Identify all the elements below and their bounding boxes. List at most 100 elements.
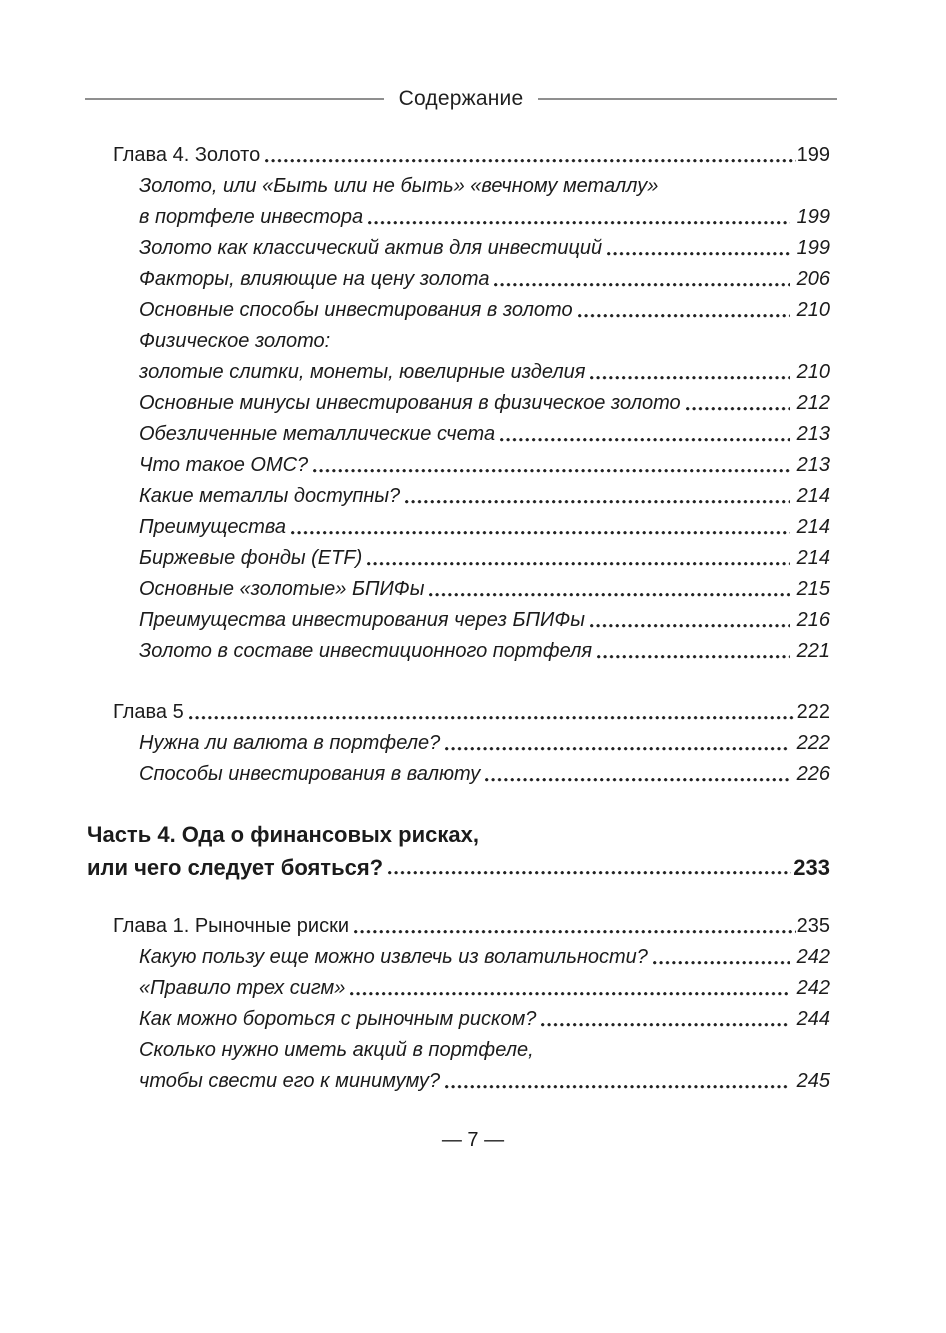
toc-entry-page: 214 bbox=[796, 485, 830, 507]
dot-leader bbox=[536, 1004, 790, 1035]
toc-entry: Основные «золотые» БПИФы 215 bbox=[87, 574, 830, 605]
dot-leader bbox=[308, 450, 791, 481]
toc-entry-page: 213 bbox=[796, 454, 830, 476]
dot-leader bbox=[349, 911, 796, 942]
toc-entry-title: Преимущества bbox=[139, 516, 287, 538]
toc-entry-title: Глава 1. Рыночные риски bbox=[113, 915, 349, 937]
toc-entry: Сколько нужно иметь акций в портфеле, bbox=[87, 1035, 830, 1066]
toc-entry-page: 242 bbox=[796, 977, 830, 999]
dot-leader bbox=[345, 973, 790, 1004]
toc-entry-page: 222 bbox=[796, 732, 830, 754]
toc-entry-page: 226 bbox=[796, 763, 830, 785]
dot-leader bbox=[681, 388, 791, 419]
toc-entry: Физическое золото: bbox=[87, 326, 830, 357]
toc-entry: Основные способы инвестирования в золото… bbox=[87, 295, 830, 326]
dot-leader bbox=[489, 264, 790, 295]
toc-entry-title: Физическое золото: bbox=[139, 330, 331, 352]
toc-entry: Золото как классический актив для инвест… bbox=[87, 233, 830, 264]
toc-entry-title: чтобы свести его к минимуму? bbox=[139, 1070, 441, 1092]
toc-entry: Глава 4. Золото 199 bbox=[87, 140, 830, 171]
toc-entry: Глава 1. Рыночные риски 235 bbox=[87, 911, 830, 942]
dot-leader bbox=[362, 543, 790, 574]
toc-section-chapter-4: Глава 4. Золото 199 Золото, или «Быть ил… bbox=[87, 140, 830, 667]
toc-entry: Основные минусы инвестирования в физичес… bbox=[87, 388, 830, 419]
toc-entry: Преимущества 214 bbox=[87, 512, 830, 543]
toc-entry-title: Золото в составе инвестиционного портфел… bbox=[139, 640, 593, 662]
dot-leader bbox=[495, 419, 791, 450]
running-head: Содержание bbox=[85, 86, 838, 112]
toc-entry-page: 245 bbox=[796, 1070, 830, 1092]
toc-entry-page: 210 bbox=[796, 361, 830, 383]
toc-entry-title: золотые слитки, монеты, ювелирные издели… bbox=[139, 361, 586, 383]
toc-entry-title: Нужна ли валюта в портфеле? bbox=[139, 732, 441, 754]
table-of-contents: Глава 4. Золото 199 Золото, или «Быть ил… bbox=[87, 140, 830, 1097]
toc-entry: в портфеле инвестора 199 bbox=[87, 202, 830, 233]
toc-entry-title: Глава 4. Золото bbox=[113, 144, 261, 166]
toc-entry-page: 235 bbox=[796, 915, 830, 937]
dot-leader bbox=[592, 636, 791, 667]
dot-leader bbox=[648, 942, 791, 973]
toc-entry: Какие металлы доступны? 214 bbox=[87, 481, 830, 512]
toc-entry: или чего следует бояться? 233 bbox=[87, 851, 830, 884]
toc-entry-title: Биржевые фонды (ETF) bbox=[139, 547, 363, 569]
toc-entry-page: 221 bbox=[796, 640, 830, 662]
toc-entry: Часть 4. Ода о финансовых рисках, bbox=[87, 818, 830, 851]
dot-leader bbox=[184, 697, 796, 728]
toc-entry-title: Что такое ОМС? bbox=[139, 454, 309, 476]
toc-entry-page: 222 bbox=[796, 701, 830, 723]
dot-leader bbox=[383, 851, 792, 884]
dot-leader bbox=[573, 295, 791, 326]
toc-entry: Способы инвестирования в валюту 226 bbox=[87, 759, 830, 790]
toc-entry: «Правило трех сигм» 242 bbox=[87, 973, 830, 1004]
toc-entry: Какую пользу еще можно извлечь из волати… bbox=[87, 942, 830, 973]
toc-entry: Преимущества инвестирования через БПИФы … bbox=[87, 605, 830, 636]
dot-leader bbox=[585, 357, 790, 388]
toc-entry-title: Какие металлы доступны? bbox=[139, 485, 401, 507]
toc-entry: Нужна ли валюта в портфеле? 222 bbox=[87, 728, 830, 759]
dot-leader bbox=[440, 728, 791, 759]
dot-leader bbox=[480, 759, 791, 790]
toc-section-chapter-5: Глава 5 222 Нужна ли валюта в портфеле? … bbox=[87, 697, 830, 790]
toc-entry-page: 213 bbox=[796, 423, 830, 445]
dot-leader bbox=[286, 512, 791, 543]
toc-entry-title: Сколько нужно иметь акций в портфеле, bbox=[139, 1039, 534, 1061]
toc-entry: Обезличенные металлические счета 213 bbox=[87, 419, 830, 450]
toc-entry-title: Способы инвестирования в валюту bbox=[139, 763, 481, 785]
toc-entry-title: Основные минусы инвестирования в физичес… bbox=[139, 392, 681, 414]
toc-entry-title: Золото, или «Быть или не быть» «вечному … bbox=[139, 175, 659, 197]
toc-entry: Золото, или «Быть или не быть» «вечному … bbox=[87, 171, 830, 202]
toc-entry-page: 233 bbox=[793, 855, 830, 880]
toc-section-part-4: Часть 4. Ода о финансовых рисках, или че… bbox=[87, 818, 830, 884]
toc-entry-title: Золото как классический актив для инвест… bbox=[139, 237, 603, 259]
footer-page-number: — 7 — bbox=[441, 1129, 505, 1151]
toc-entry: золотые слитки, монеты, ювелирные издели… bbox=[87, 357, 830, 388]
dot-leader bbox=[400, 481, 791, 512]
toc-entry-page: 214 bbox=[796, 547, 830, 569]
toc-entry-title: Основные способы инвестирования в золото bbox=[139, 299, 573, 321]
toc-entry-page: 199 bbox=[796, 237, 830, 259]
page-title: Содержание bbox=[398, 87, 524, 110]
toc-entry-page: 242 bbox=[796, 946, 830, 968]
dot-leader bbox=[585, 605, 791, 636]
toc-entry: Что такое ОМС? 213 bbox=[87, 450, 830, 481]
toc-entry-title: в портфеле инвестора bbox=[139, 206, 364, 228]
dot-leader bbox=[363, 202, 791, 233]
toc-entry-title: или чего следует бояться? bbox=[87, 855, 384, 880]
toc-entry-title: Факторы, влияющие на цену золота bbox=[139, 268, 490, 290]
toc-entry-title: «Правило трех сигм» bbox=[139, 977, 346, 999]
toc-entry-page: 210 bbox=[796, 299, 830, 321]
toc-entry-page: 199 bbox=[796, 206, 830, 228]
header-rule-right bbox=[538, 98, 838, 100]
toc-entry: Золото в составе инвестиционного портфел… bbox=[87, 636, 830, 667]
toc-entry-title: Обезличенные металлические счета bbox=[139, 423, 496, 445]
toc-entry-title: Как можно бороться с рыночным риском? bbox=[139, 1008, 537, 1030]
toc-entry-page: 199 bbox=[796, 144, 830, 166]
dot-leader bbox=[602, 233, 791, 264]
toc-entry: Глава 5 222 bbox=[87, 697, 830, 728]
header-rule-left bbox=[85, 98, 384, 100]
toc-entry-page: 216 bbox=[796, 609, 830, 631]
toc-entry-page: 214 bbox=[796, 516, 830, 538]
toc-entry-page: 244 bbox=[796, 1008, 830, 1030]
toc-entry: Биржевые фонды (ETF) 214 bbox=[87, 543, 830, 574]
toc-entry-title: Глава 5 bbox=[113, 701, 184, 723]
